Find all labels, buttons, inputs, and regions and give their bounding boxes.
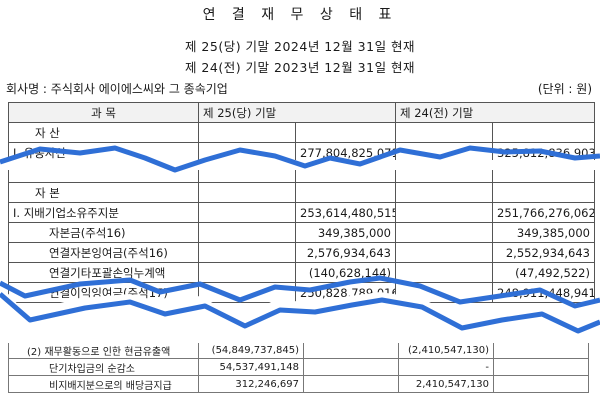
row-label: 연결자본잉여금(주석16) <box>8 242 199 263</box>
prior-subtotal-cell <box>395 202 493 223</box>
current-period-header: 제 25(당) 기말 <box>198 102 396 123</box>
current-subtotal-cell: 54,537,491,148 <box>198 358 304 376</box>
prior-total-cell: (47,492,522) <box>492 262 595 283</box>
row-label: 비지배지분으로의 배당금지급 <box>8 375 199 393</box>
table-row: I. 유동자산 277,804,825,071 325,812,836,903 <box>8 142 595 163</box>
current-subtotal-cell <box>198 142 296 163</box>
table-row: 자 본 <box>8 182 595 203</box>
current-total-cell: 277,804,825,071 <box>295 142 396 163</box>
company-name: 회사명 : 주식회사 에이에스씨와 그 종속기업 <box>6 82 228 96</box>
row-label: I. 유동자산 <box>8 142 199 163</box>
current-subtotal-cell: 312,246,697 <box>198 375 304 393</box>
prior-period-header: 제 24(전) 기말 <box>395 102 595 123</box>
current-total-cell <box>303 358 399 376</box>
prior-subtotal-cell <box>395 182 493 203</box>
prior-subtotal-cell <box>395 222 493 243</box>
table-row: (2) 재무활동으로 인한 현금유출액 (54,849,737,845) (2,… <box>8 341 589 359</box>
current-period-label: 제 25(당) 기말 2024년 12월 31일 현재 <box>184 39 416 54</box>
current-subtotal-cell <box>198 182 296 203</box>
current-total-cell <box>303 341 399 359</box>
prior-subtotal-cell <box>395 142 493 163</box>
table-row: 비지배지분으로의 배당금지급 312,246,697 2,410,547,130 <box>8 375 589 393</box>
prior-total-cell: 251,766,276,062 <box>492 202 595 223</box>
subject-header: 과 목 <box>8 102 199 123</box>
prior-subtotal-cell <box>395 242 493 263</box>
prior-total-cell <box>493 358 589 376</box>
prior-total-cell <box>492 182 595 203</box>
table-row: I. 지배기업소유주지분 253,614,480,515 251,766,276… <box>8 202 595 223</box>
row-label: 연결이익잉여금(주석17) <box>8 282 199 303</box>
prior-subtotal-cell <box>395 262 493 283</box>
prior-total-cell: 349,385,000 <box>492 222 595 243</box>
row-label: (2) 재무활동으로 인한 현금유출액 <box>8 341 199 359</box>
row-label: I. 지배기업소유주지분 <box>8 202 199 223</box>
prior-subtotal-cell: (2,410,547,130) <box>398 341 494 359</box>
current-subtotal-cell <box>198 222 296 243</box>
prior-total-cell <box>493 341 589 359</box>
current-total-cell: (140,628,144) <box>295 262 396 283</box>
current-total-cell: 2,576,934,643 <box>295 242 396 263</box>
balance-sheet-table: 과 목 제 25(당) 기말 제 24(전) 기말 자 산 I. 유동자산 27… <box>8 102 595 303</box>
prior-total-cell: 325,812,836,903 <box>492 142 595 163</box>
current-total-cell: 253,614,480,515 <box>295 202 396 223</box>
current-subtotal-cell: (54,849,737,845) <box>198 341 304 359</box>
table-row: 단기차입금의 순감소 54,537,491,148 - <box>8 358 589 376</box>
prior-subtotal-cell <box>395 122 493 143</box>
table-row: 자 산 <box>8 122 595 143</box>
row-label: 단기차입금의 순감소 <box>8 358 199 376</box>
prior-total-cell <box>493 375 589 393</box>
current-total-cell: 349,385,000 <box>295 222 396 243</box>
current-total-cell <box>303 375 399 393</box>
unit-label: (단위 : 원) <box>537 82 592 96</box>
current-total-cell <box>295 122 396 143</box>
cashflow-table: (2) 재무활동으로 인한 현금유출액 (54,849,737,845) (2,… <box>8 324 589 393</box>
row-label: 자본금(주석16) <box>8 222 199 243</box>
row-label: 자 본 <box>8 182 199 203</box>
current-subtotal-cell <box>198 242 296 263</box>
row-label: 자 산 <box>8 122 199 143</box>
prior-total-cell: 248,911,448,941 <box>492 282 595 303</box>
prior-subtotal-cell <box>395 282 493 303</box>
current-subtotal-cell <box>198 122 296 143</box>
prior-total-cell <box>492 122 595 143</box>
prior-total-cell: 2,552,934,643 <box>492 242 595 263</box>
table-header-row: 과 목 제 25(당) 기말 제 24(전) 기말 <box>8 102 595 123</box>
prior-period-label: 제 24(전) 기말 2023년 12월 31일 현재 <box>184 60 416 75</box>
row-label: 연결기타포괄손익누계액 <box>8 262 199 283</box>
table-row: 연결자본잉여금(주석16) 2,576,934,643 2,552,934,64… <box>8 242 595 263</box>
current-subtotal-cell <box>198 282 296 303</box>
table-row: 연결이익잉여금(주석17) 250,828,789,016 248,911,44… <box>8 282 595 303</box>
table-row: 연결기타포괄손익누계액 (140,628,144) (47,492,522) <box>8 262 595 283</box>
current-total-cell <box>295 182 396 203</box>
current-subtotal-cell <box>198 262 296 283</box>
statement-title: 연 결 재 무 상 태 표 <box>202 7 398 23</box>
current-subtotal-cell <box>198 202 296 223</box>
table-row: 자본금(주석16) 349,385,000 349,385,000 <box>8 222 595 243</box>
current-total-cell: 250,828,789,016 <box>295 282 396 303</box>
prior-subtotal-cell: - <box>398 358 494 376</box>
prior-subtotal-cell: 2,410,547,130 <box>398 375 494 393</box>
